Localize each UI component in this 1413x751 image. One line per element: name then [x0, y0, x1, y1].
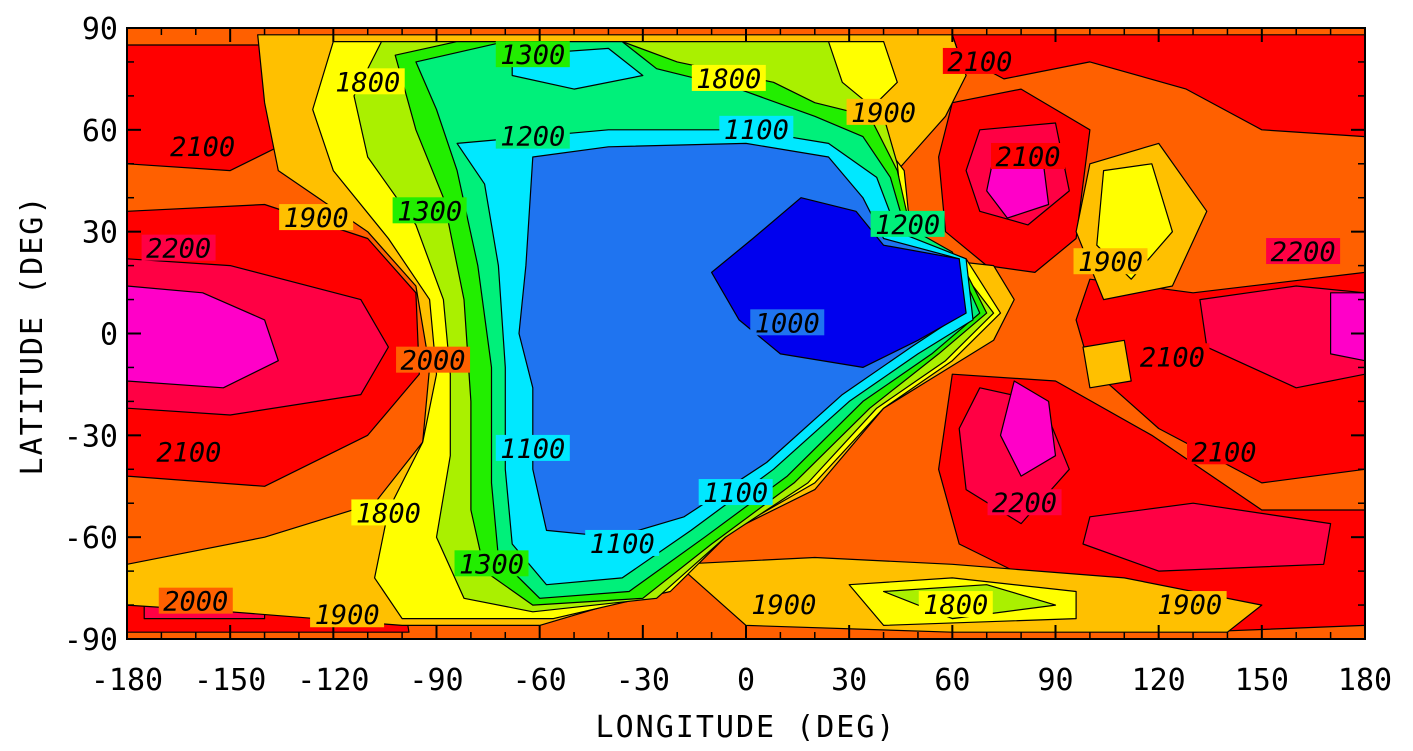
- contour-label: 2100: [156, 437, 221, 468]
- y-tick-label: -90: [64, 623, 118, 658]
- contour-label: 1900: [751, 590, 816, 621]
- contour-label-bg: [392, 197, 467, 224]
- contour-label-bg: [495, 122, 570, 149]
- contour-label: 1200: [875, 210, 940, 241]
- contour-label: 1800: [335, 67, 400, 98]
- x-tick-label: 30: [831, 663, 867, 698]
- x-tick-label: 0: [737, 663, 755, 698]
- y-tick-label: -30: [64, 419, 118, 454]
- x-tick-label: 120: [1132, 663, 1186, 698]
- contour-label-bg: [698, 479, 773, 506]
- x-tick-label: -180: [91, 663, 163, 698]
- contour-label-bg: [495, 434, 570, 461]
- contour-label: 2200: [992, 488, 1057, 519]
- contour-label-bg: [454, 550, 529, 577]
- y-tick-label: -60: [64, 521, 118, 556]
- y-tick-label: 0: [100, 318, 118, 353]
- contour-label: 2100: [947, 47, 1012, 78]
- contour-label-bg: [1073, 248, 1148, 275]
- contour-label: 2100: [1140, 342, 1205, 373]
- contour-label-bg: [158, 587, 233, 614]
- contour-label-bg: [351, 499, 426, 526]
- y-axis-ticks: 90 60 30 0 -30 -60 -90: [64, 12, 1365, 658]
- x-tick-label: -60: [513, 663, 567, 698]
- contour-label: 1200: [500, 122, 565, 153]
- y-tick-label: 90: [82, 12, 118, 47]
- x-tick-label: -120: [297, 663, 369, 698]
- contour-label: 1900: [1078, 247, 1143, 278]
- contour-label: 1800: [696, 64, 761, 95]
- contour-label-bg: [1266, 238, 1341, 265]
- contour-label: 1900: [315, 600, 380, 631]
- contour-label-bg: [279, 204, 354, 231]
- contour-label-bg: [942, 47, 1017, 74]
- contour-label: 2100: [170, 132, 235, 163]
- contour-label-bg: [585, 529, 660, 556]
- contour-label: 1900: [1157, 590, 1222, 621]
- contour-label: 1100: [590, 529, 655, 560]
- contour-region-1900: [1082, 339, 1132, 389]
- contour-label-bg: [746, 591, 821, 618]
- contour-labels: 1300 1800 1800 2100 1900 1200 1100 2100 2100 1300…: [141, 40, 1341, 631]
- contour-label-bg: [750, 309, 825, 336]
- x-tick-label: 60: [934, 663, 970, 698]
- x-tick-label: -90: [409, 663, 463, 698]
- contour-label-bg: [495, 41, 570, 68]
- x-tick-label: 150: [1235, 663, 1289, 698]
- contour-label: 1300: [500, 40, 565, 71]
- contour-label: 2100: [995, 142, 1060, 173]
- y-axis-label: LATITUDE (DEG): [15, 195, 50, 476]
- contour-label-bg: [396, 346, 471, 373]
- x-tick-label: 90: [1037, 663, 1073, 698]
- contour-label-bg: [846, 98, 921, 125]
- contour-label: 2000: [401, 346, 466, 377]
- contour-label-bg: [141, 234, 216, 261]
- contour-label: 1800: [923, 590, 988, 621]
- contour-region-2300: [999, 380, 1057, 477]
- contour-label-bg: [918, 591, 993, 618]
- contour-label: 2200: [1271, 237, 1336, 268]
- contour-label-bg: [870, 210, 945, 237]
- contour-region-2200: [1082, 502, 1332, 572]
- contour-label-bg: [310, 601, 385, 628]
- contour-label-bg: [691, 64, 766, 91]
- x-tick-label: 180: [1338, 663, 1392, 698]
- contour-label: 1100: [724, 115, 789, 146]
- x-axis-label: LONGITUDE (DEG): [596, 710, 897, 745]
- contour-label: 1900: [851, 98, 916, 129]
- contour-label: 1100: [703, 478, 768, 509]
- contour-label-bg: [165, 132, 240, 159]
- x-axis-ticks: -180 -150 -120 -90 -60 -30 0 30 60 90 120 150 180: [91, 28, 1392, 698]
- x-tick-label: -30: [616, 663, 670, 698]
- y-tick-label: 30: [82, 216, 118, 251]
- contour-label: 2200: [146, 234, 211, 265]
- x-tick-label: -150: [194, 663, 266, 698]
- contour-label-bg: [990, 142, 1065, 169]
- contour-label: 1300: [397, 196, 462, 227]
- contour-label: 2000: [163, 587, 228, 618]
- contour-label: 1300: [459, 549, 524, 580]
- contour-label: 1900: [284, 203, 349, 234]
- contour-label: 1100: [500, 434, 565, 465]
- y-tick-label: 60: [82, 114, 118, 149]
- contour-region-2300: [127, 285, 279, 389]
- contour-label: 1800: [356, 498, 421, 529]
- contour-label-bg: [1187, 438, 1262, 465]
- contour-label-bg: [1152, 591, 1227, 618]
- filled-contours: [127, 28, 1365, 639]
- contour-region-2300: [1330, 292, 1365, 362]
- contour-label-bg: [1135, 343, 1210, 370]
- contour-label-bg: [719, 115, 794, 142]
- contour-label-bg: [151, 438, 226, 465]
- contour-label: 1000: [755, 308, 820, 339]
- contour-label: 2100: [1191, 437, 1256, 468]
- contour-label-bg: [330, 68, 405, 95]
- contour-label-bg: [987, 489, 1062, 516]
